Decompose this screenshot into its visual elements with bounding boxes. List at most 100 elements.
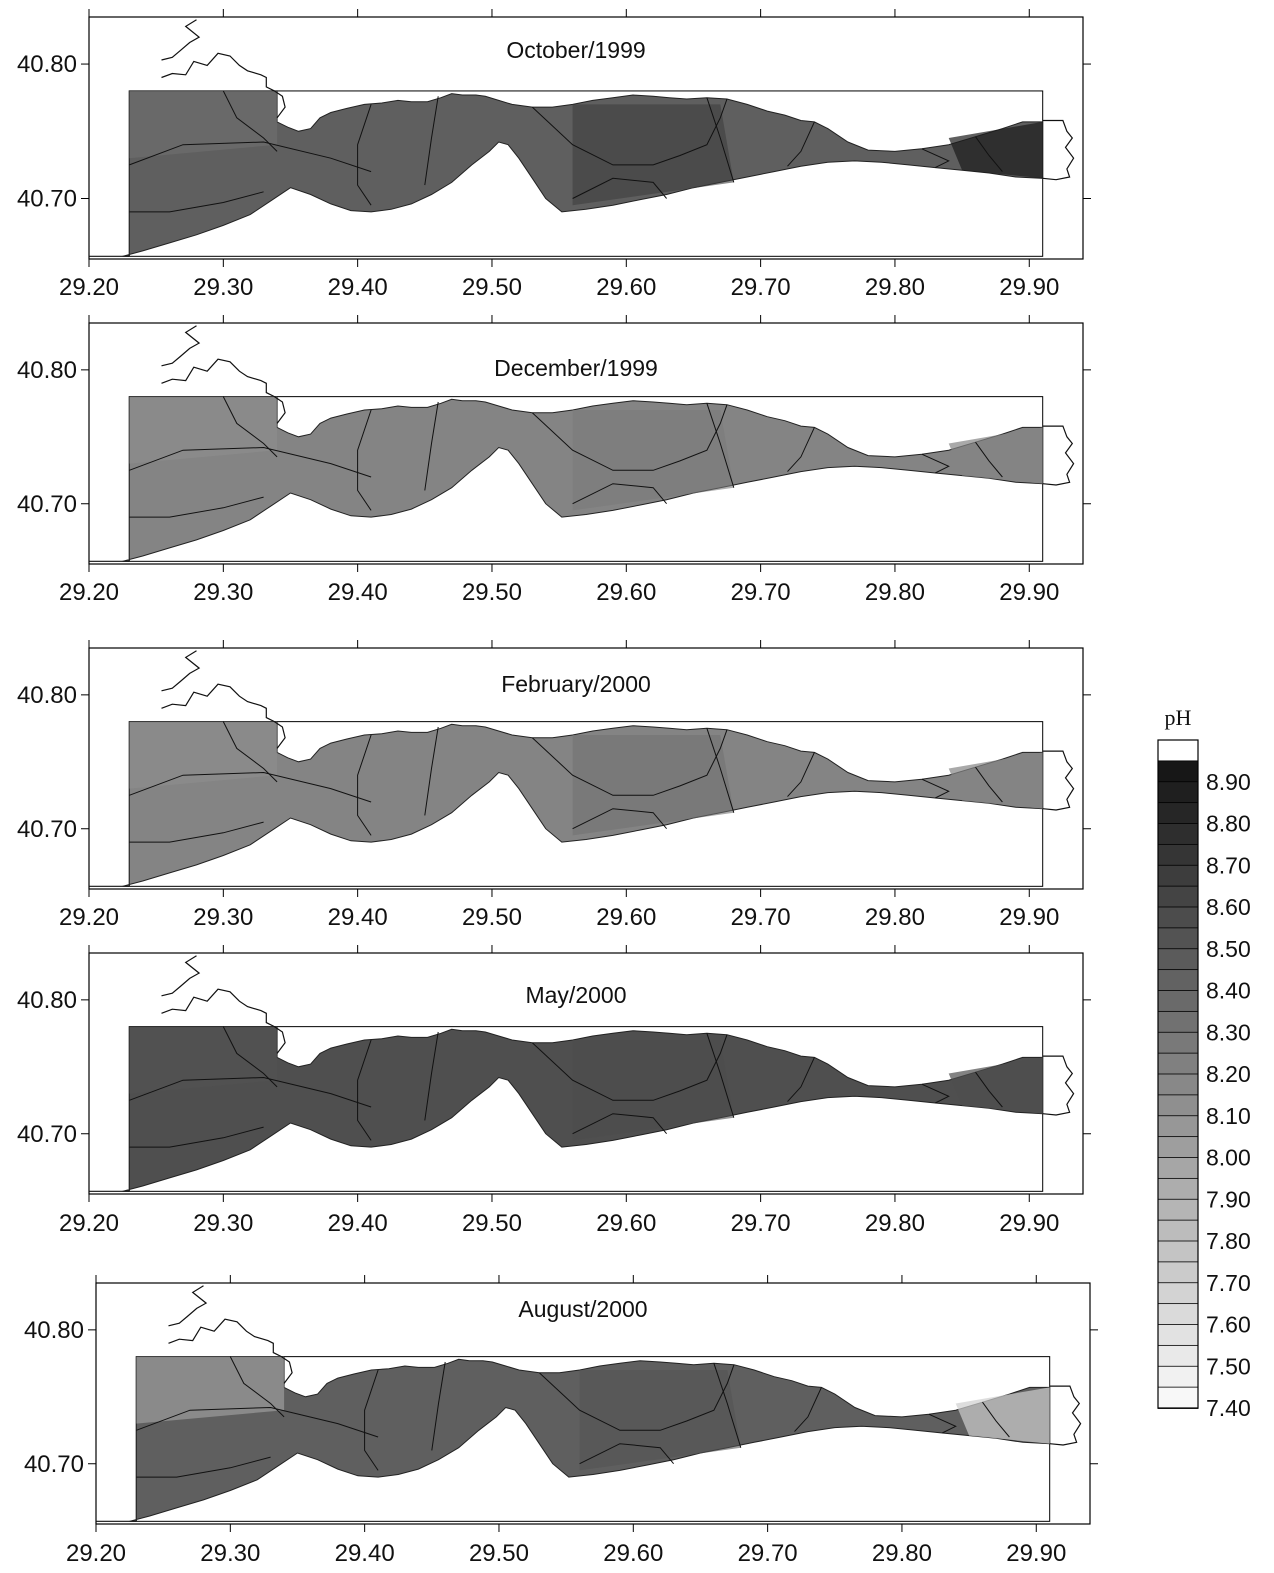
x-tick-label: 29.70 — [731, 1210, 791, 1237]
panel-5: August/2000 40.70 40.80 29.20 29.30 29.40 29.5… — [24, 1275, 1098, 1567]
colorbar-swatch — [1157, 1344, 1199, 1368]
colorbar-swatch — [1157, 1115, 1199, 1138]
x-tick-label: 29.60 — [596, 274, 656, 301]
contour-line — [424, 726, 439, 816]
panel-2: December/1999 40.70 40.80 29.20 29.30 29.40 29… — [17, 315, 1091, 606]
x-tick-label: 29.40 — [328, 1210, 388, 1237]
x-tick-label: 29.80 — [865, 579, 925, 606]
contour-line — [975, 766, 1003, 803]
y-tick-label: 40.80 — [17, 682, 77, 709]
contour-line — [136, 1456, 271, 1478]
contour-line — [136, 1406, 379, 1438]
contour-line — [921, 148, 950, 169]
coastline-peninsula — [161, 955, 201, 997]
ph-patch-central — [572, 735, 734, 836]
x-tick-label: 29.20 — [66, 1540, 126, 1567]
ph-patch-west — [129, 721, 278, 789]
y-tick-label: 40.80 — [24, 1317, 84, 1344]
panel-title: December/1999 — [494, 355, 658, 381]
panel-4: May/2000 40.70 40.80 29.20 29.30 29.40 29.50 29… — [17, 945, 1091, 1237]
colorbar-label: 8.90 — [1206, 769, 1251, 795]
contour-line — [538, 1364, 735, 1431]
colorbar-swatch — [1157, 1365, 1199, 1389]
x-tick-label: 29.50 — [469, 1540, 529, 1567]
colorbar-swatch — [1157, 1136, 1199, 1159]
x-tick-label: 29.90 — [999, 579, 1059, 606]
x-tick-label: 29.90 — [999, 1210, 1059, 1237]
colorbar-label: 7.50 — [1206, 1353, 1251, 1379]
contour-line — [357, 734, 372, 836]
colorbar-swatch — [1157, 948, 1199, 971]
y-tick-label: 40.80 — [17, 357, 77, 384]
colorbar-label: 8.30 — [1206, 1019, 1251, 1045]
colorbar-label: 7.80 — [1206, 1228, 1251, 1254]
y-tick-label: 40.70 — [24, 1451, 84, 1478]
ph-patch-west — [129, 90, 278, 159]
x-tick-label: 29.70 — [731, 579, 791, 606]
colorbar-swatch — [1157, 1010, 1199, 1034]
x-tick-label: 29.20 — [59, 579, 119, 606]
ph-patch-east — [948, 752, 1043, 809]
panel-title: February/2000 — [501, 671, 651, 697]
colorbar-swatch — [1157, 1157, 1199, 1180]
x-tick-label: 29.80 — [865, 274, 925, 301]
colorbar-swatch — [1157, 1219, 1199, 1242]
contour-line — [921, 453, 950, 474]
x-tick-label: 29.80 — [865, 904, 925, 931]
colorbar-swatch — [1157, 969, 1199, 992]
contour-line — [229, 1356, 285, 1418]
coastline-north — [161, 988, 286, 1054]
contour-line — [129, 141, 372, 173]
colorbar-frame — [1157, 739, 1199, 1409]
colorbar-swatch — [1157, 1261, 1199, 1284]
contour-line — [572, 483, 667, 505]
contour-line — [531, 98, 728, 166]
contour-line — [531, 1034, 728, 1101]
colorbar-swatch — [1157, 1094, 1199, 1117]
contour-line — [129, 1126, 264, 1148]
y-tick-label: 40.70 — [17, 1121, 77, 1148]
colorbar-label: 7.40 — [1206, 1395, 1251, 1421]
y-tick-label: 40.70 — [17, 186, 77, 213]
contour-line — [706, 1033, 735, 1118]
contour-line — [424, 401, 439, 491]
contour-line — [424, 96, 439, 186]
contour-line — [921, 778, 950, 799]
coastline-east — [1049, 1385, 1082, 1446]
colorbar-label: 8.50 — [1206, 936, 1251, 962]
x-tick-label: 29.40 — [328, 904, 388, 931]
colorbar-swatch — [1157, 927, 1199, 950]
coastline-peninsula — [161, 325, 201, 367]
colorbar-swatch — [1157, 760, 1199, 783]
contour-line — [222, 396, 278, 458]
colorbar-swatch — [1157, 823, 1199, 846]
contour-line — [424, 1031, 439, 1121]
contour-line — [531, 404, 728, 471]
contour-line — [975, 1071, 1003, 1108]
coastline-north — [168, 1318, 293, 1384]
contour-line — [706, 403, 735, 488]
x-tick-label: 29.70 — [738, 1540, 798, 1567]
colorbar-swatch — [1157, 1073, 1199, 1096]
contour-line — [531, 729, 728, 796]
colorbar-label: 8.70 — [1206, 852, 1251, 878]
x-tick-label: 29.50 — [462, 904, 522, 931]
x-tick-label: 29.40 — [335, 1540, 395, 1567]
contour-line — [572, 177, 667, 199]
panel-title: August/2000 — [518, 1296, 647, 1322]
contour-line — [921, 1083, 950, 1104]
x-tick-label: 29.30 — [193, 274, 253, 301]
contour-line — [129, 496, 264, 518]
ph-colorbar: pH 8.90 8.80 8.70 8.60 8.50 8.40 8.30 8.20 8.10 8.… — [1157, 705, 1251, 1421]
panel-1: October/1999 40.70 40.80 29.20 29.30 29.40 29.… — [17, 9, 1091, 301]
colorbar-swatch — [1157, 1282, 1199, 1305]
ph-patch-central — [572, 1040, 734, 1141]
x-tick-label: 29.60 — [603, 1540, 663, 1567]
colorbar-swatch — [1157, 843, 1199, 867]
contour-line — [129, 771, 372, 803]
x-tick-label: 29.20 — [59, 904, 119, 931]
colorbar-swatch — [1157, 1177, 1199, 1201]
contour-line — [713, 1363, 742, 1448]
colorbar-swatch — [1157, 1240, 1199, 1263]
